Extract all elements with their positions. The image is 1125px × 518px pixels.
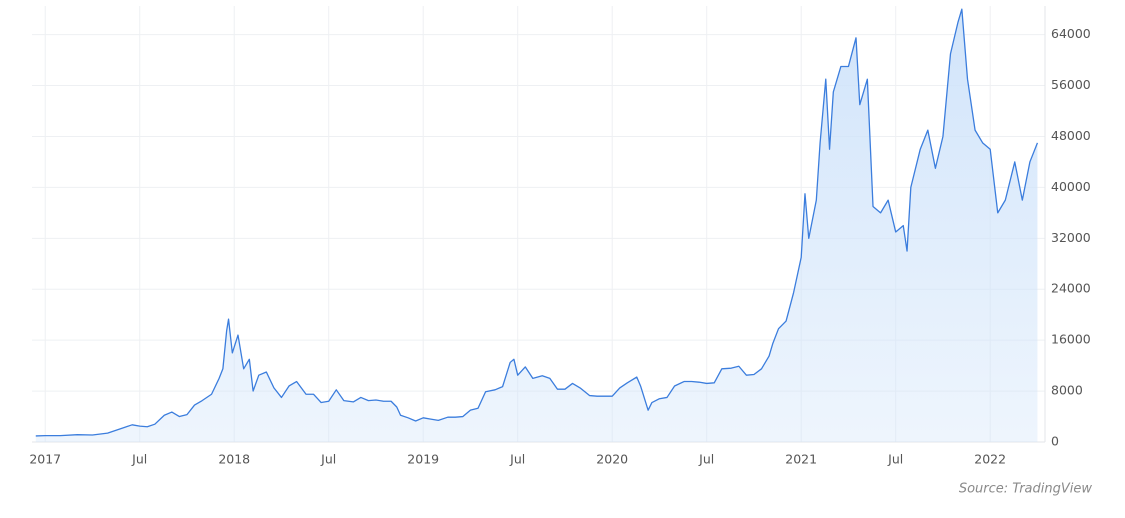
y-tick-label: 56000 [1051, 77, 1091, 92]
y-tick-label: 24000 [1051, 281, 1091, 296]
y-tick-label: 64000 [1051, 26, 1091, 41]
source-note: Source: TradingView [959, 482, 1093, 497]
x-tick-label: Jul [320, 452, 336, 467]
x-tick-label: Jul [131, 452, 147, 467]
y-tick-label: 32000 [1051, 230, 1091, 245]
x-tick-label: Jul [698, 452, 714, 467]
x-tick-label: 2019 [407, 452, 439, 467]
y-tick-label: 0 [1051, 434, 1059, 449]
area-fill [35, 9, 1038, 443]
x-tick-label: 2021 [785, 452, 817, 467]
y-tick-label: 16000 [1051, 332, 1091, 347]
x-tick-label: Jul [887, 452, 903, 467]
y-tick-label: 8000 [1051, 383, 1083, 398]
x-tick-label: 2022 [974, 452, 1006, 467]
x-tick-label: 2020 [596, 452, 628, 467]
y-tick-label: 48000 [1051, 128, 1091, 143]
x-tick-label: 2017 [29, 452, 61, 467]
price-line [35, 8, 1039, 437]
x-tick-label: 2018 [218, 452, 250, 467]
x-tick-label: Jul [509, 452, 525, 467]
y-tick-label: 40000 [1051, 179, 1091, 194]
